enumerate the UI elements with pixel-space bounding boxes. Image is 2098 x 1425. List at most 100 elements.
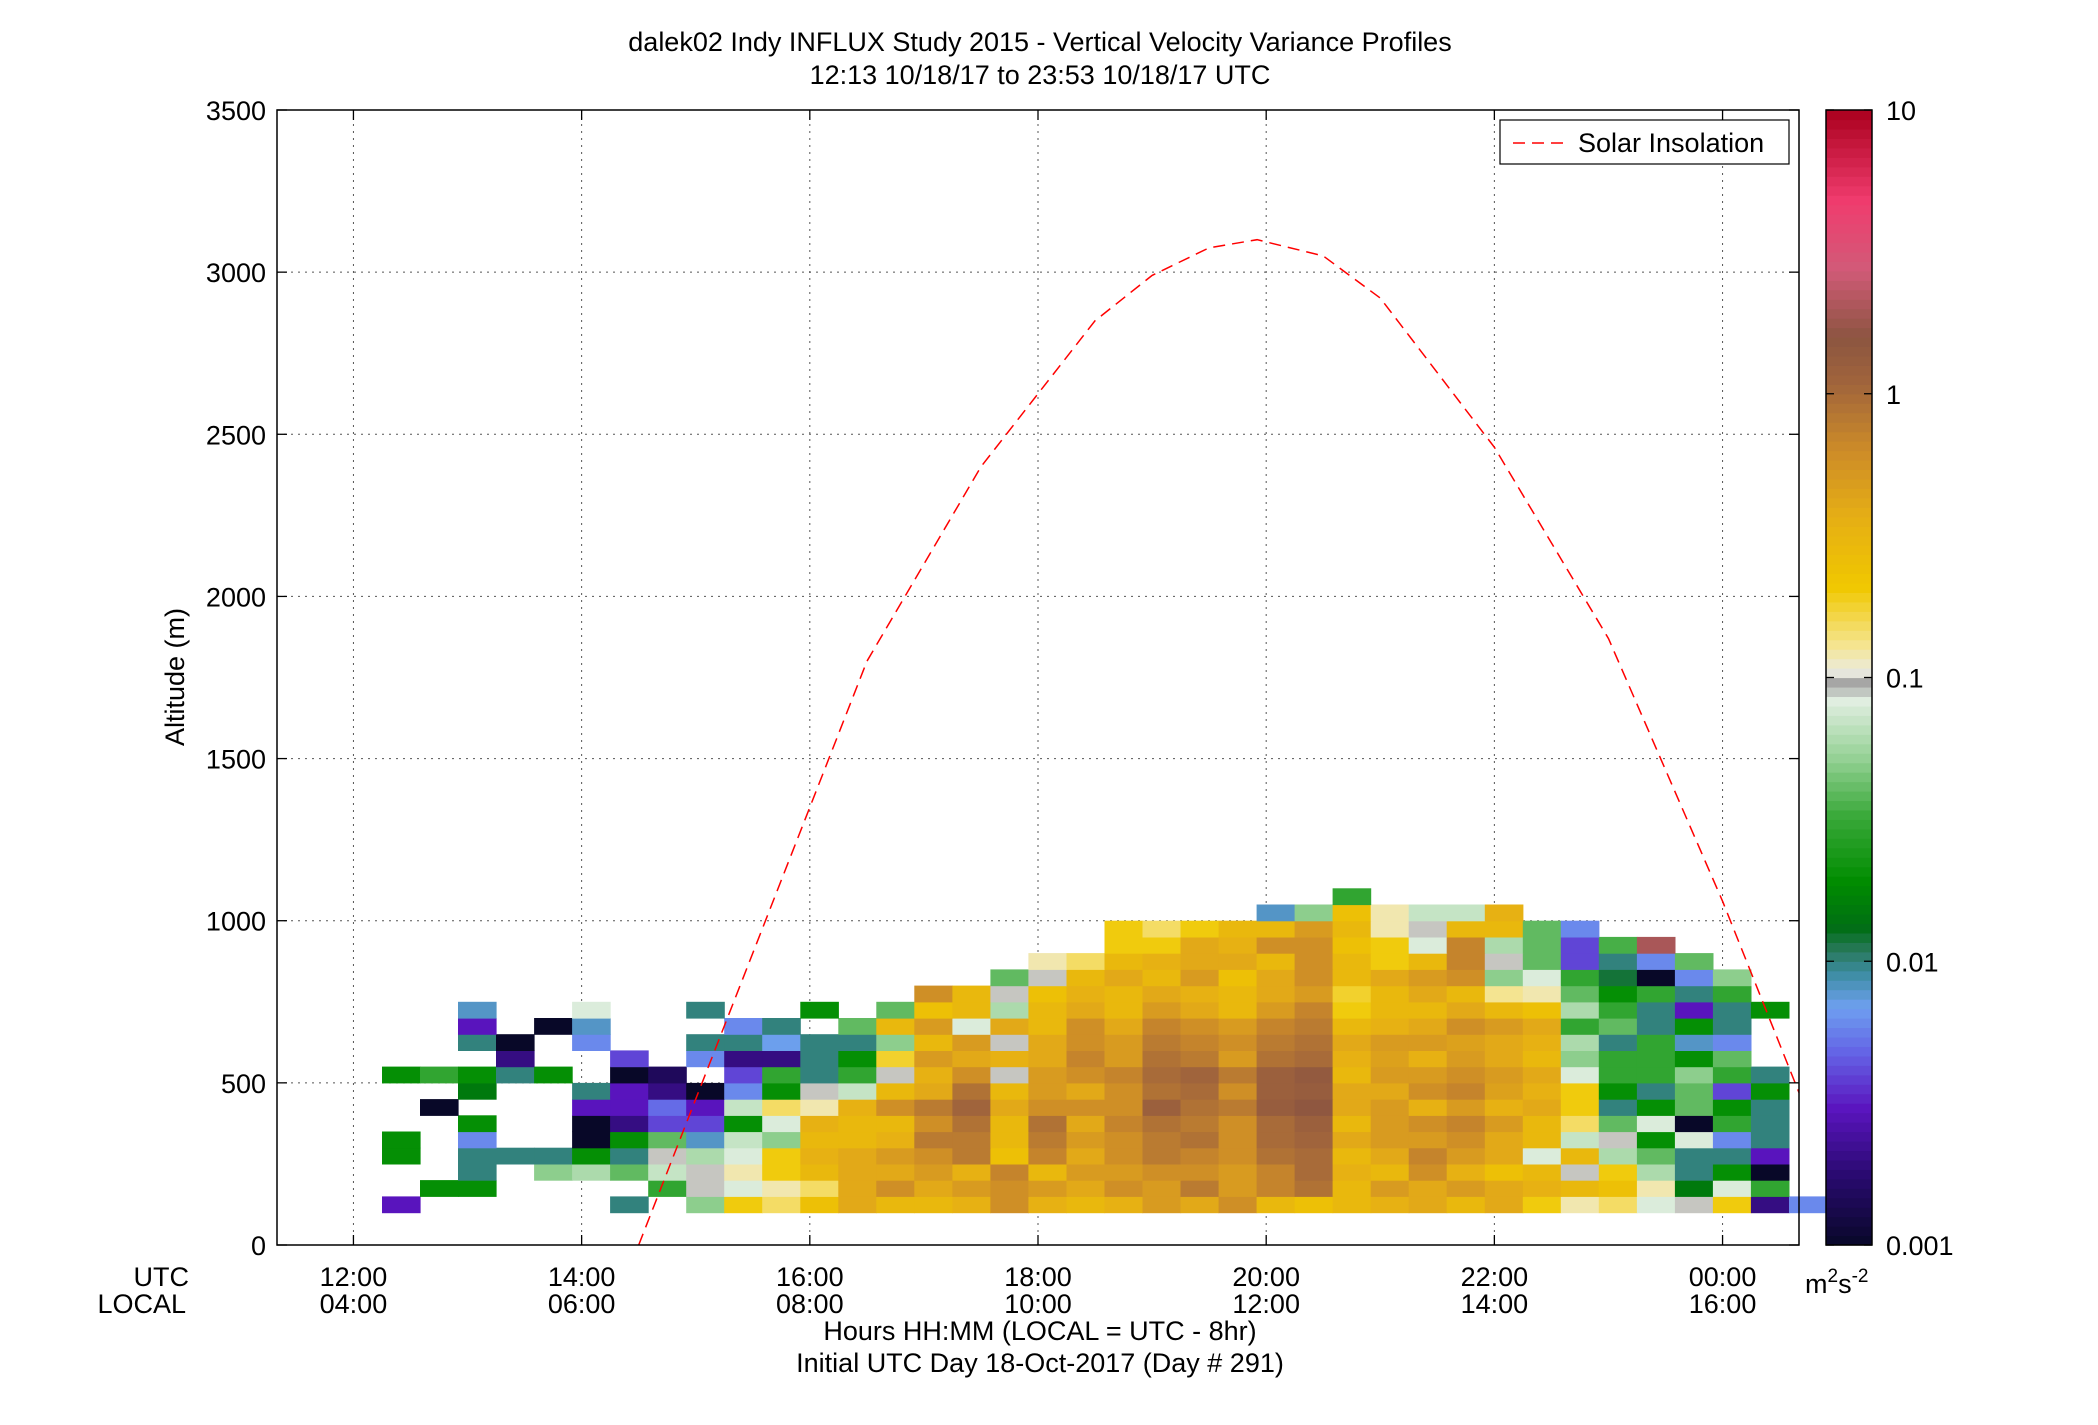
heatmap-cell	[1294, 985, 1334, 1003]
heatmap-cell	[800, 1131, 839, 1149]
heatmap-cell	[1636, 953, 1676, 970]
colorbar-segment	[1826, 809, 1872, 820]
heatmap-cell	[1408, 1066, 1448, 1084]
heatmap-cell	[1408, 969, 1448, 987]
heatmap-cell	[1408, 1034, 1448, 1051]
heatmap-cell	[952, 1001, 991, 1019]
heatmap-cell	[1636, 1001, 1676, 1019]
heatmap-cell	[1180, 1131, 1220, 1149]
colorbar-segment	[1826, 242, 1872, 253]
colorbar-tick-label: 10	[1886, 96, 1916, 126]
colorbar-segment	[1826, 327, 1872, 338]
colorbar-segment	[1826, 195, 1872, 206]
heatmap-cell	[1104, 1050, 1144, 1068]
heatmap-cell	[800, 1163, 839, 1181]
heatmap-cell	[1294, 1196, 1334, 1214]
heatmap-cell	[914, 985, 953, 1003]
x-axis-label-line1: Hours HH:MM (LOCAL = UTC - 8hr)	[823, 1316, 1256, 1346]
colorbar-segment	[1826, 885, 1872, 896]
heatmap-cell	[914, 1099, 953, 1116]
heatmap-cell	[1674, 1050, 1714, 1068]
colorbar-segment	[1826, 554, 1872, 565]
heatmap-cell	[1332, 920, 1372, 938]
heatmap-cell	[1066, 1001, 1106, 1019]
heatmap-cell	[534, 1163, 573, 1181]
heatmap-cell	[1370, 920, 1410, 938]
heatmap-cell	[534, 1066, 573, 1084]
heatmap-cell	[724, 1115, 763, 1133]
colorbar-segment	[1826, 223, 1872, 234]
heatmap-cell	[686, 1001, 725, 1019]
colorbar-segment	[1826, 772, 1872, 783]
heatmap-cell	[952, 1082, 991, 1100]
colorbar-segment	[1826, 299, 1872, 310]
heatmap-cell	[1446, 1034, 1486, 1051]
x-axis-label-line2: Initial UTC Day 18-Oct-2017 (Day # 291)	[796, 1348, 1284, 1378]
heatmap-cell	[496, 1066, 535, 1084]
colorbar-segment	[1826, 1112, 1872, 1123]
heatmap-cell	[420, 1066, 459, 1084]
heatmap-cell	[1028, 1050, 1067, 1068]
heatmap-cell	[648, 1066, 687, 1084]
x-tick-label-local: 16:00	[1689, 1289, 1757, 1319]
heatmap-cell	[1104, 1034, 1144, 1051]
heatmap-cell	[1712, 985, 1752, 1003]
heatmap-cell	[1750, 1082, 1790, 1100]
heatmap-cell	[1370, 1147, 1410, 1165]
colorbar-segment	[1826, 961, 1872, 972]
colorbar-segment	[1826, 1027, 1872, 1038]
heatmap-cell	[1294, 1050, 1334, 1068]
heatmap-cell	[1636, 1099, 1676, 1116]
colorbar-segment	[1826, 374, 1872, 385]
heatmap-cell	[1446, 1018, 1486, 1035]
colorbar-segment	[1826, 270, 1872, 281]
heatmap-cell	[990, 1099, 1029, 1116]
heatmap-cell	[1218, 920, 1258, 938]
heatmap-cell	[1028, 1196, 1067, 1214]
heatmap-cell	[800, 1147, 839, 1165]
x-tick-label-utc: 14:00	[548, 1262, 616, 1292]
heatmap-cell	[1522, 1066, 1562, 1084]
colorbar-segment	[1826, 951, 1872, 962]
colorbar-segment	[1826, 412, 1872, 423]
heatmap-cell	[1370, 953, 1410, 970]
heatmap-cell	[1180, 1034, 1220, 1051]
heatmap-cell	[952, 1066, 991, 1084]
chart-title-line2: 12:13 10/18/17 to 23:53 10/18/17 UTC	[810, 60, 1271, 90]
heatmap-cell	[838, 1050, 877, 1068]
colorbar-segment	[1826, 828, 1872, 839]
heatmap-cell	[1218, 1001, 1258, 1019]
heatmap-cell	[1712, 1066, 1752, 1084]
heatmap-cell	[1180, 1180, 1220, 1197]
heatmap-cell	[914, 1066, 953, 1084]
heatmap-cell	[1066, 1082, 1106, 1100]
colorbar-segment	[1826, 176, 1872, 187]
heatmap-cell	[1256, 1180, 1296, 1197]
heatmap-cell	[1560, 1066, 1600, 1084]
heatmap-cell	[1180, 953, 1220, 970]
heatmap-cell	[1104, 985, 1144, 1003]
heatmap-cell	[1332, 1001, 1372, 1019]
heatmap-cell	[610, 1115, 649, 1133]
heatmap-cell	[1180, 920, 1220, 938]
heatmap-cell	[1332, 888, 1372, 906]
heatmap-cell	[1712, 1147, 1752, 1165]
heatmap-cell	[1332, 969, 1372, 987]
heatmap-cell	[1560, 1180, 1600, 1197]
heatmap-cell	[1598, 985, 1638, 1003]
y-tick-label: 1500	[206, 745, 266, 775]
heatmap-cell	[1066, 1066, 1106, 1084]
colorbar-segment	[1826, 1122, 1872, 1133]
heatmap-cell	[1370, 936, 1410, 954]
x-tick-label-local: 10:00	[1004, 1289, 1072, 1319]
heatmap-cell	[1218, 1180, 1258, 1197]
y-axis-ticks: 0 500 1000 1500 2000 2500 3000 3500	[206, 96, 1799, 1261]
heatmap-cell	[990, 1131, 1029, 1149]
heatmap-cell	[1674, 953, 1714, 970]
heatmap-cell	[1598, 1163, 1638, 1181]
heatmap-cell	[686, 1196, 725, 1214]
heatmap-cell	[1104, 1082, 1144, 1100]
colorbar-unit-sup1: 2	[1828, 1266, 1839, 1287]
x-axis-ticks: 12:0004:0014:0006:0016:0008:0018:0010:00…	[320, 110, 1757, 1319]
heatmap-cell	[1294, 1018, 1334, 1035]
